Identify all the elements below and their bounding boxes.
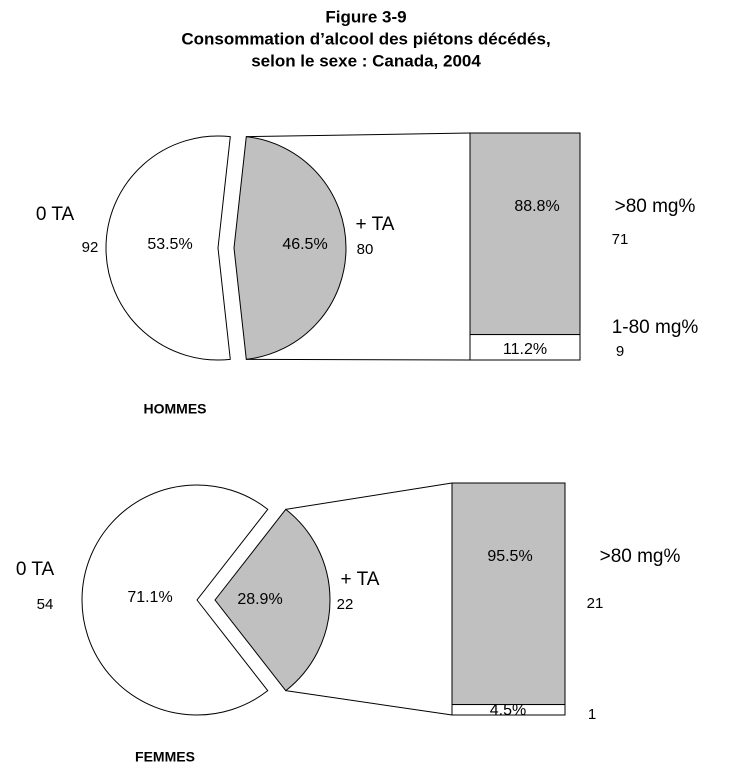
- bar-value-label: 11.2%: [503, 341, 547, 358]
- value-label: 28.9%: [237, 591, 282, 608]
- pie-slice: [233, 136, 347, 360]
- category-label: 0 TA: [16, 559, 55, 580]
- bar-segment: [469, 334, 581, 361]
- category-label: + TA: [356, 214, 395, 235]
- chart-subtitle: Consommation d’alcool des piétons décédé…: [181, 29, 550, 48]
- chart-title: Figure 3-9: [325, 7, 406, 26]
- group-label: FEMMES: [135, 749, 195, 765]
- value-label: 53.5%: [147, 236, 192, 253]
- connector: [285, 690, 453, 716]
- bar-value-label: 4.5%: [490, 702, 526, 719]
- bar-segment: [451, 482, 566, 706]
- bar-value-label: 95.5%: [487, 548, 532, 565]
- bar-segment: [451, 704, 566, 716]
- connector: [246, 132, 471, 138]
- pie-slice: [81, 484, 269, 716]
- count-label: 92: [82, 239, 99, 256]
- category-label: + TA: [341, 569, 380, 590]
- pie-slice: [214, 508, 331, 692]
- count-label: 80: [357, 241, 374, 258]
- pie-slice: [105, 135, 231, 361]
- bar-count-label: 71: [612, 231, 629, 248]
- group-label: HOMMES: [144, 401, 207, 417]
- bar-count-label: 21: [587, 595, 604, 612]
- connector: [285, 482, 453, 510]
- bar-category-label: 1-80 mg%: [612, 317, 699, 338]
- count-label: 22: [337, 596, 354, 613]
- connector: [246, 358, 471, 361]
- bar-count-label: 9: [616, 343, 624, 360]
- bar-category-label: >80 mg%: [615, 196, 696, 217]
- bar-value-label: 88.8%: [514, 198, 559, 215]
- bar-segment: [469, 132, 581, 336]
- chart-subtitle: selon le sexe : Canada, 2004: [251, 51, 481, 70]
- value-label: 71.1%: [127, 589, 172, 606]
- value-label: 46.5%: [282, 236, 327, 253]
- bar-count-label: 1: [588, 706, 596, 723]
- count-label: 54: [37, 596, 54, 613]
- bar-category-label: >80 mg%: [600, 546, 681, 567]
- category-label: 0 TA: [36, 204, 75, 225]
